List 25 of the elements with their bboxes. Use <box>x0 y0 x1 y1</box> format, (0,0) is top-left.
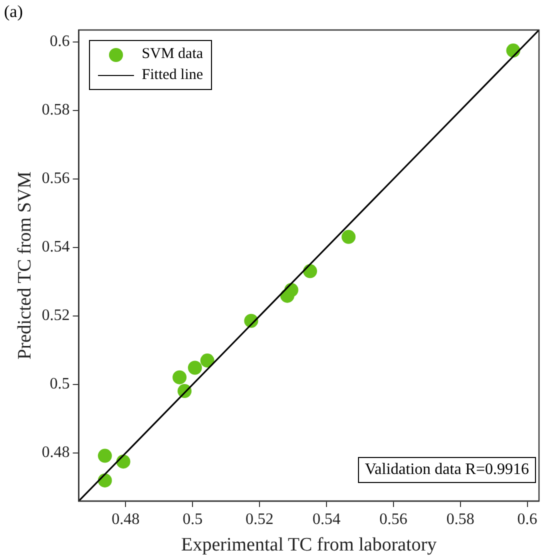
y-tick-label: 0.56 <box>42 170 70 188</box>
legend-label: Fitted line <box>142 67 204 84</box>
legend-label: SVM data <box>142 46 204 63</box>
y-tick-label: 0.58 <box>42 102 70 119</box>
x-tick-label: 0.6 <box>517 510 538 528</box>
y-tick-label: 0.52 <box>42 307 70 324</box>
y-tick-label: 0.48 <box>42 444 70 462</box>
y-tick-label: 0.54 <box>42 238 70 256</box>
x-axis-title: Experimental TC from laboratory <box>181 534 438 556</box>
y-axis-title: Predicted TC from SVM <box>14 171 36 360</box>
x-tick-label: 0.56 <box>379 510 408 528</box>
x-tick-label: 0.54 <box>312 510 340 528</box>
point <box>188 360 202 375</box>
point <box>200 354 214 368</box>
x-tick-label: 0.58 <box>446 510 474 528</box>
point <box>172 370 187 384</box>
point <box>342 230 356 244</box>
x-tick-label: 0.52 <box>246 510 274 528</box>
text: (a) <box>4 2 23 22</box>
point <box>98 448 112 463</box>
x-tick-label: 0.5 <box>182 510 203 528</box>
y-tick-label: 0.5 <box>50 376 70 393</box>
annotation: Validation data R=0.9916 <box>358 457 536 483</box>
y-tick-label: 0.6 <box>50 33 70 50</box>
x-tick-label: 0.48 <box>112 510 140 528</box>
